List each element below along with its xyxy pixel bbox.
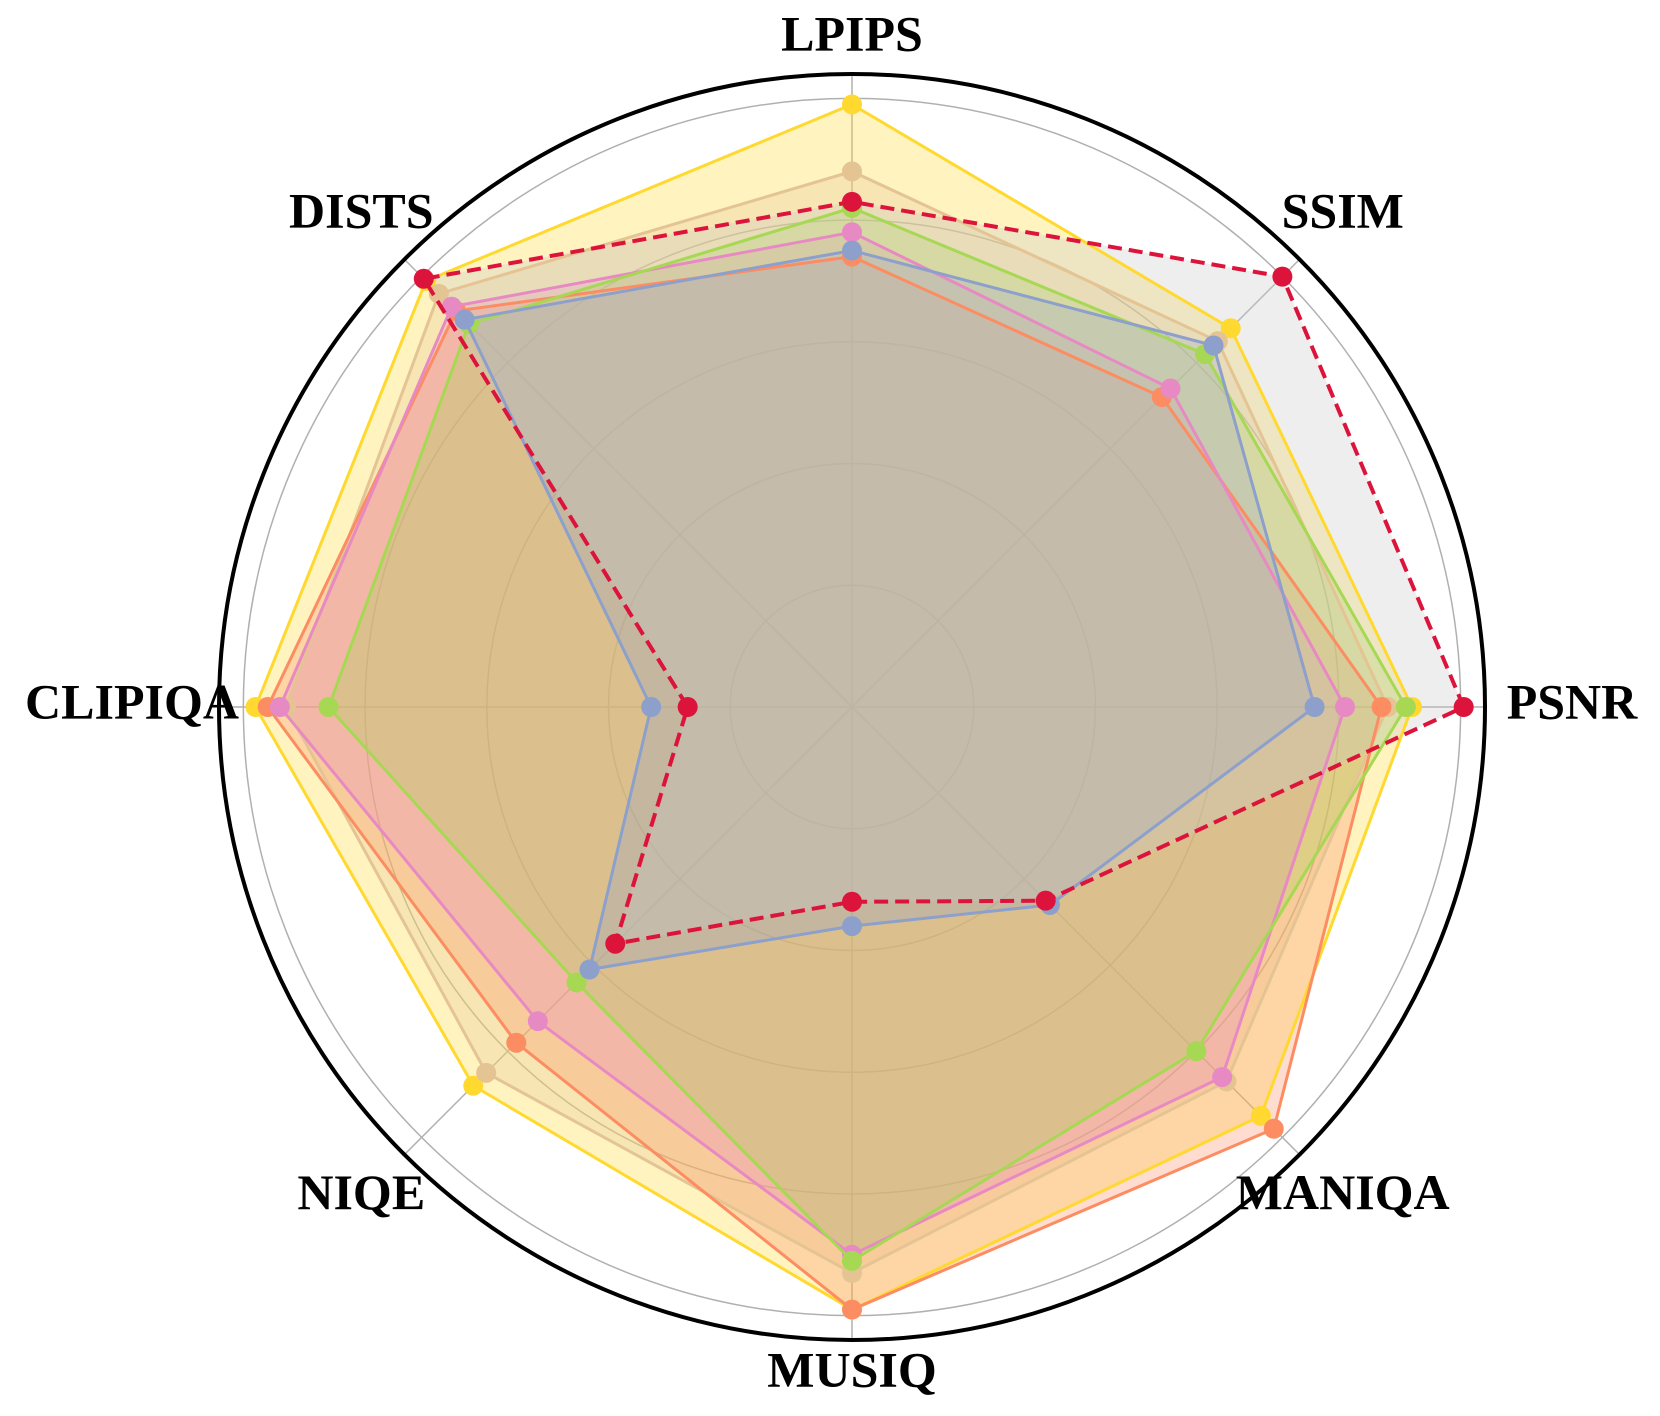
data-point — [463, 1075, 484, 1096]
axis-label: CLIPIQA — [25, 673, 239, 729]
axis-label: SSIM — [1282, 183, 1404, 239]
series-area — [286, 171, 1388, 1273]
data-point — [527, 1011, 548, 1032]
data-point — [566, 972, 587, 993]
data-point — [1371, 697, 1392, 717]
data-point — [441, 296, 462, 317]
data-point — [318, 697, 339, 717]
data-point — [842, 891, 862, 912]
data-point — [1203, 335, 1224, 356]
data-point — [506, 1032, 527, 1053]
data-point — [1263, 1118, 1284, 1139]
data-point — [1304, 697, 1325, 717]
data-point — [842, 916, 862, 937]
data-point — [1212, 1067, 1233, 1088]
data-point — [454, 309, 475, 330]
data-point — [842, 1299, 862, 1320]
data-point — [1250, 1105, 1271, 1126]
data-point — [641, 697, 662, 717]
spoke — [403, 258, 853, 708]
series-area — [328, 207, 1406, 1261]
series-area — [267, 256, 1382, 1310]
data-point — [842, 191, 862, 212]
axis-label: NIQE — [297, 1164, 425, 1220]
data-point — [476, 1062, 497, 1083]
data-point — [1220, 318, 1241, 339]
series-area — [423, 201, 1464, 944]
data-point — [269, 697, 290, 717]
data-point — [842, 240, 862, 261]
data-point — [1272, 266, 1293, 287]
data-point — [842, 222, 862, 243]
data-point — [1335, 697, 1356, 717]
series-area — [464, 250, 1315, 970]
data-point — [579, 959, 600, 980]
outer-frame — [217, 72, 1487, 1342]
data-point — [1186, 1041, 1207, 1062]
data-point — [1160, 378, 1181, 399]
data-point — [1395, 697, 1416, 717]
axis-label: MUSIQ — [767, 1341, 936, 1397]
data-point — [1035, 890, 1056, 911]
axis-label: PSNR — [1507, 673, 1638, 729]
data-point — [428, 283, 449, 304]
series-area — [255, 104, 1412, 1310]
data-point — [413, 268, 434, 289]
data-point — [605, 933, 626, 954]
data-point — [842, 161, 862, 182]
data-point — [1453, 697, 1474, 717]
data-point — [842, 94, 862, 115]
axis-label: LPIPS — [781, 5, 923, 61]
series-line — [420, 199, 1467, 947]
data-point — [842, 1250, 862, 1271]
data-point — [677, 697, 698, 717]
axis-label: MANIQA — [1236, 1164, 1450, 1220]
axis-label: DISTS — [289, 183, 434, 239]
